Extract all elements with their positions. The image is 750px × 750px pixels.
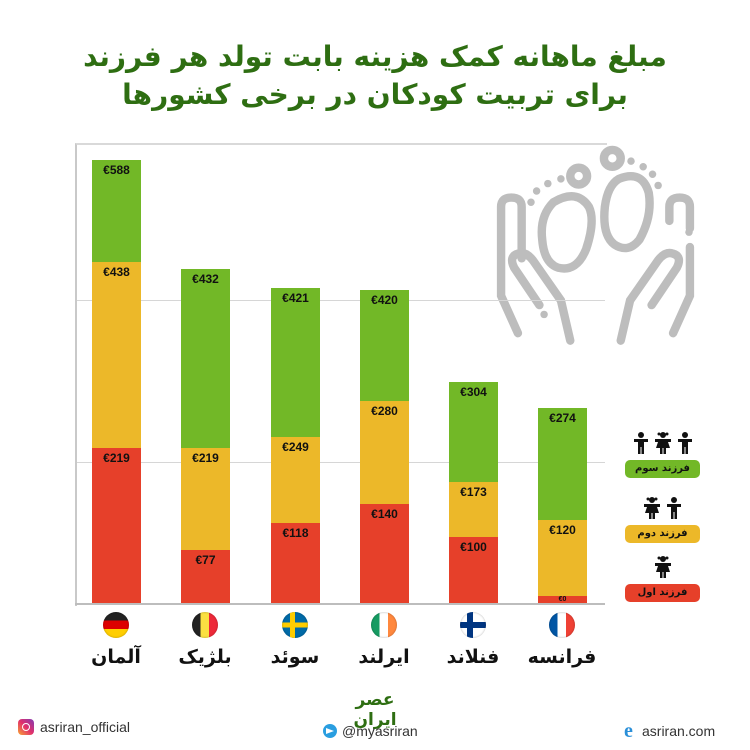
value-label-second: €219: [192, 451, 219, 465]
country-label-belgium: بلژیک: [178, 646, 232, 668]
value-label-first: €219: [103, 451, 130, 465]
gridline: [77, 462, 605, 463]
value-label-third: €420: [371, 293, 398, 307]
value-label-first: €77: [195, 553, 216, 567]
value-label-second: €120: [549, 523, 576, 537]
legend-second-child: فرزند دوم: [625, 497, 700, 547]
instagram-handle[interactable]: asriran_official: [40, 719, 131, 735]
telegram-icon: [323, 724, 337, 738]
chart-title-line2: برای تربیت کودکان در برخی کشورها: [122, 78, 628, 111]
germany-flag-icon: [103, 612, 129, 638]
asriran-logo: عصر ایران: [353, 690, 397, 730]
legend-third-child: فرزند سوم: [625, 432, 700, 482]
value-label-third: €421: [282, 291, 309, 305]
bar-ireland: €420 €280 €140: [360, 290, 409, 604]
three-children-icon: [625, 432, 700, 459]
country-label-germany: آلمان: [91, 646, 141, 668]
instagram-icon: [18, 719, 34, 735]
telegram-handle[interactable]: @myasriran: [342, 723, 418, 739]
sweden-flag-icon: [282, 612, 308, 638]
bar-finland: €304 €173 €100: [449, 382, 498, 604]
country-label-france: فرانسه: [527, 646, 597, 668]
gridline: [77, 300, 605, 301]
value-label-first: €100: [460, 540, 487, 554]
bar-belgium: €432 €219 €77: [181, 269, 230, 604]
value-label-first: €118: [282, 526, 309, 540]
value-label-first: €0: [558, 596, 567, 603]
belgium-flag-icon: [192, 612, 218, 638]
value-label-second: €280: [371, 404, 398, 418]
bar-france: €274 €120 €0: [538, 408, 587, 604]
value-label-third: €304: [460, 385, 487, 399]
ireland-flag-icon: [371, 612, 397, 638]
value-label-second: €249: [282, 440, 309, 454]
country-label-finland: فنلاند: [446, 646, 500, 668]
legend-label: فرزند دوم: [625, 525, 700, 543]
value-label-third: €274: [549, 411, 576, 425]
web-browser-icon: e: [624, 720, 633, 742]
france-flag-icon: [549, 612, 575, 638]
value-label-second: €438: [103, 265, 130, 279]
country-label-ireland: ایرلند: [358, 646, 410, 668]
bar-sweden: €421 €249 €118: [271, 288, 320, 604]
chart-plot-area: [75, 143, 607, 606]
legend-label: فرزند اول: [625, 584, 700, 602]
value-label-third: €432: [192, 272, 219, 286]
two-children-icon: [625, 497, 700, 524]
value-label-second: €173: [460, 485, 487, 499]
country-label-sweden: سوئد: [270, 646, 320, 668]
bar-germany: €588 €438 €219: [92, 160, 141, 604]
value-label-third: €588: [103, 163, 130, 177]
legend-first-child: فرزند اول: [625, 556, 700, 606]
legend-label: فرزند سوم: [625, 460, 700, 478]
finland-flag-icon: [460, 612, 486, 638]
one-child-icon: [625, 556, 700, 583]
x-axis: [75, 603, 605, 605]
value-label-first: €140: [371, 507, 398, 521]
chart-title-line1: مبلغ ماهانه کمک هزینه بابت تولد هر فرزند: [83, 40, 667, 73]
website-link[interactable]: asriran.com: [642, 723, 716, 739]
hands-feet-icon: [496, 145, 695, 345]
